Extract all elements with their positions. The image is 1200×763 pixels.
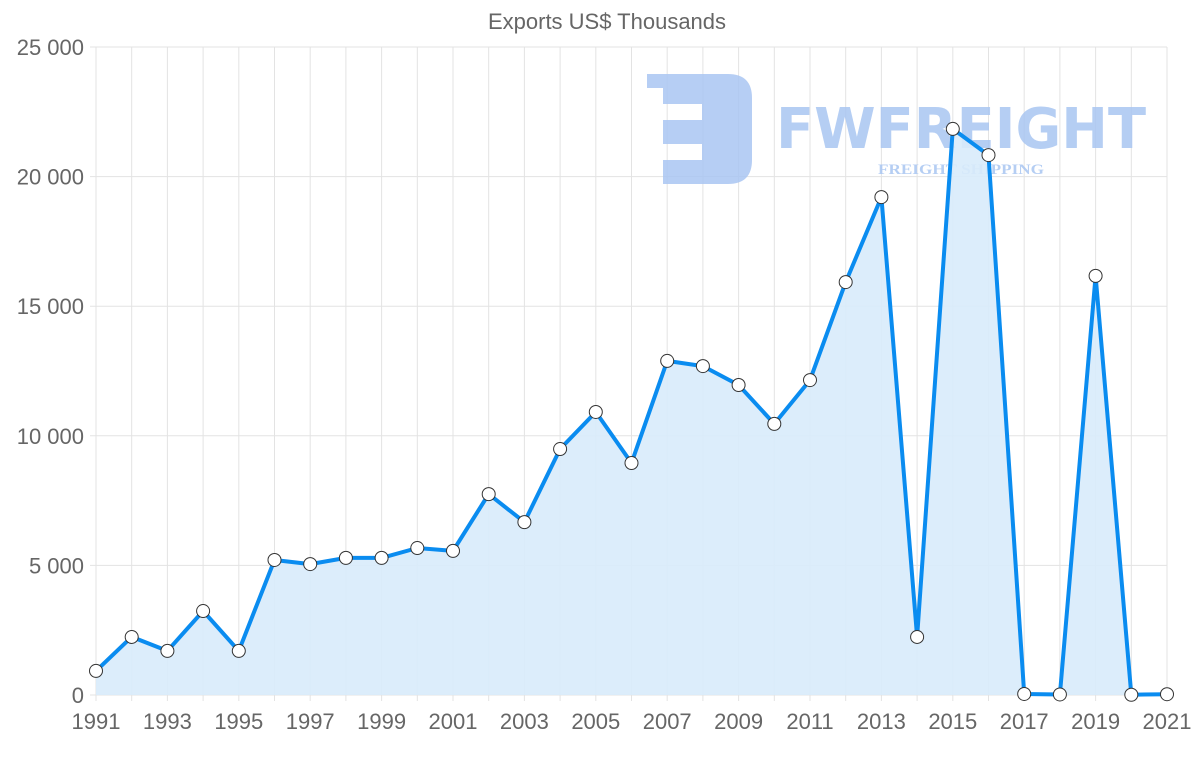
fwfreight-watermark: FWFREIGHT FREIGHT SHIPPING (647, 74, 1146, 184)
y-tick-label: 25 000 (17, 35, 84, 60)
data-point-1992[interactable] (124, 629, 139, 644)
data-point-1991[interactable] (89, 663, 103, 678)
data-point-2014[interactable] (910, 629, 925, 644)
data-point-2021[interactable] (1160, 687, 1174, 702)
fwfreight-logo-icon (647, 74, 752, 184)
data-point-2015[interactable] (945, 121, 960, 136)
series-area (96, 128, 1167, 695)
axes: 0 5 000 10 000 15 000 20 000 25 000 1991 1993 19… (17, 35, 1192, 734)
data-point-2016[interactable] (981, 148, 996, 163)
data-point-2002[interactable] (481, 487, 496, 502)
data-point-1996[interactable] (267, 552, 282, 567)
x-tick-label: 2013 (857, 709, 906, 734)
chart-title: Exports US$ Thousands (488, 9, 726, 34)
data-point-2012[interactable] (838, 275, 853, 290)
x-tick-label: 2017 (1000, 709, 1049, 734)
data-point-2020[interactable] (1124, 687, 1139, 702)
x-tick-label: 2019 (1071, 709, 1120, 734)
x-tick-label: 2003 (500, 709, 549, 734)
x-tick-label: 2021 (1143, 709, 1192, 734)
data-point-2000[interactable] (410, 541, 425, 556)
data-point-2005[interactable] (588, 404, 603, 419)
y-tick-label: 10 000 (17, 424, 84, 449)
x-tick-label: 2005 (571, 709, 620, 734)
x-tick-label: 2015 (928, 709, 977, 734)
data-point-2003[interactable] (517, 515, 532, 530)
data-point-2013[interactable] (874, 190, 889, 205)
y-tick-label: 20 000 (17, 165, 84, 190)
data-point-2007[interactable] (660, 353, 675, 368)
data-point-2009[interactable] (731, 377, 746, 392)
data-point-1994[interactable] (196, 604, 211, 619)
x-tick-label: 1997 (286, 709, 335, 734)
y-tick-label: 0 (72, 683, 84, 708)
data-point-2019[interactable] (1088, 268, 1103, 283)
x-tick-label: 2007 (643, 709, 692, 734)
x-tick-label: 1995 (214, 709, 263, 734)
series (89, 121, 1174, 702)
x-tick-label: 1999 (357, 709, 406, 734)
data-point-2017[interactable] (1017, 686, 1032, 701)
data-point-2010[interactable] (767, 416, 782, 431)
x-tick-label: 2009 (714, 709, 763, 734)
data-point-2018[interactable] (1052, 687, 1067, 702)
data-point-2001[interactable] (446, 543, 460, 558)
y-tick-label: 5 000 (29, 553, 84, 578)
data-point-1993[interactable] (160, 643, 175, 658)
x-tick-label: 1991 (72, 709, 121, 734)
data-point-2011[interactable] (803, 373, 817, 388)
data-point-2004[interactable] (553, 442, 568, 457)
y-tick-label: 15 000 (17, 294, 84, 319)
data-point-2006[interactable] (624, 456, 639, 471)
data-point-1995[interactable] (231, 643, 246, 658)
data-point-1998[interactable] (338, 550, 353, 565)
x-tick-label: 2011 (786, 709, 833, 734)
data-point-1999[interactable] (374, 550, 389, 565)
x-tick-label: 2001 (429, 709, 478, 734)
x-tick-label: 1993 (143, 709, 192, 734)
data-point-1997[interactable] (303, 557, 318, 572)
data-point-2008[interactable] (695, 359, 710, 374)
